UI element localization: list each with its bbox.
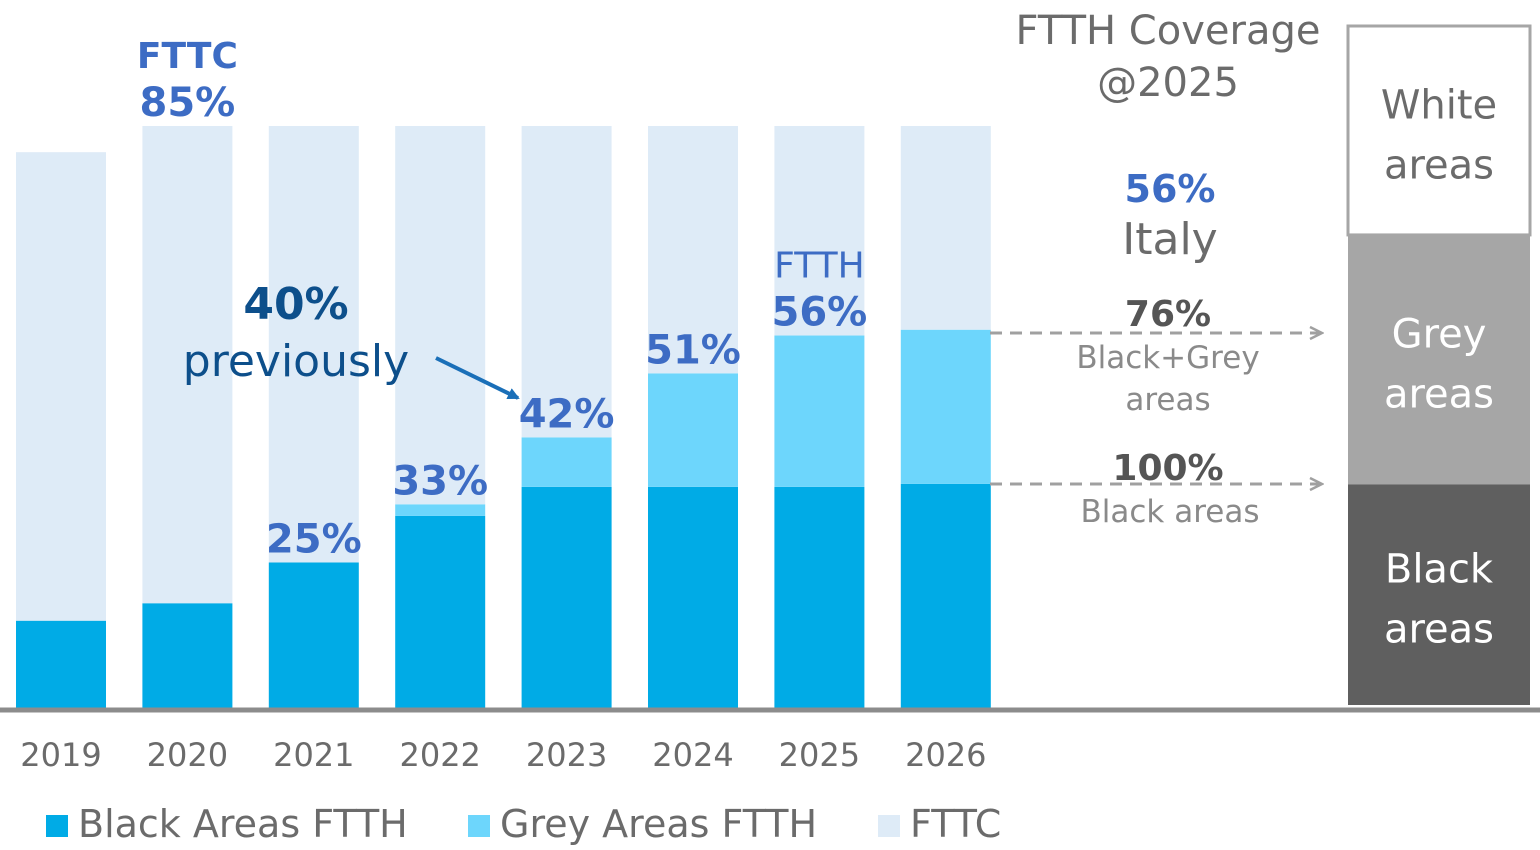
bar-label-title-2020: FTTC	[137, 36, 238, 77]
bar-2026-fttc	[900, 126, 991, 330]
black-coverage-value: 100%	[1112, 448, 1223, 489]
legend-label-0: Black Areas FTTH	[78, 802, 408, 846]
bar-2022-grey-areas-ftth	[395, 504, 486, 516]
bar-2024-fttc	[648, 126, 738, 374]
bar-2024-black-areas-ftth	[648, 486, 738, 708]
bar-2025-fttc	[774, 126, 865, 336]
italy-value: 56%	[1125, 167, 1216, 211]
area-block-black	[1348, 484, 1530, 705]
bar-2020-black-areas-ftth	[142, 603, 233, 708]
bar-label-2022: 33%	[392, 458, 488, 504]
bar-label-2025: 56%	[772, 290, 868, 336]
bar-2022-black-areas-ftth	[395, 515, 486, 708]
bar-label-2023: 42%	[519, 391, 615, 437]
bar-2023-fttc	[521, 126, 612, 438]
bar-2022-fttc	[395, 126, 486, 505]
legend: Black Areas FTTH Grey Areas FTTH FTTC	[46, 802, 1001, 846]
bar-2019-fttc	[16, 152, 106, 621]
x-tick-2022: 2022	[399, 736, 480, 774]
callout-text: previously	[183, 336, 409, 387]
bar-2026-grey-areas-ftth	[900, 329, 991, 484]
bar-label-2024: 51%	[645, 327, 741, 373]
bar-group	[16, 126, 991, 708]
coverage-title-line2: @2025	[1097, 60, 1239, 106]
bar-2020-fttc	[142, 126, 233, 604]
x-tick-labels: 2019 2020 2021 2022 2023 2024 2025 2026	[20, 736, 986, 774]
legend-swatch-2	[878, 815, 900, 837]
bar-2023-black-areas-ftth	[521, 486, 612, 708]
bar-2026-black-areas-ftth	[900, 483, 991, 708]
bar-2019-black-areas-ftth	[16, 620, 106, 708]
x-tick-2019: 2019	[20, 736, 101, 774]
bar-2021-fttc	[268, 126, 359, 563]
grey-coverage-label-line2: areas	[1125, 382, 1210, 418]
area-column: White areas Grey areas Black areas	[1346, 24, 1532, 705]
x-tick-2024: 2024	[652, 736, 733, 774]
legend-swatch-0	[46, 815, 68, 837]
bar-label-2021: 25%	[266, 517, 362, 563]
x-tick-2021: 2021	[273, 736, 354, 774]
callout-value: 40%	[243, 279, 348, 330]
grey-coverage-label-line1: Black+Grey	[1076, 340, 1259, 376]
bar-label-2020: 85%	[140, 80, 236, 126]
black-coverage-label: Black areas	[1080, 494, 1259, 530]
x-tick-2026: 2026	[905, 736, 986, 774]
area-label-white: White	[1381, 82, 1497, 128]
bar-2021-black-areas-ftth	[268, 562, 359, 708]
area-label-black-line2: areas	[1384, 607, 1494, 653]
coverage-title-line1: FTTH Coverage	[1016, 8, 1321, 54]
legend-swatch-1	[468, 815, 490, 837]
grey-coverage-value: 76%	[1125, 294, 1211, 335]
area-label-grey: Grey	[1392, 312, 1487, 358]
bar-2025-grey-areas-ftth	[774, 335, 865, 487]
legend-label-2: FTTC	[910, 802, 1001, 846]
bar-2024-grey-areas-ftth	[648, 373, 738, 487]
x-tick-2025: 2025	[779, 736, 860, 774]
area-label-black: Black	[1385, 547, 1494, 593]
area-block-grey	[1348, 234, 1530, 485]
italy-label: Italy	[1122, 214, 1217, 265]
callout-arrow	[435, 356, 520, 400]
bar-2025-black-areas-ftth	[774, 486, 865, 708]
bar-2023-grey-areas-ftth	[521, 437, 612, 487]
legend-label-1: Grey Areas FTTH	[500, 802, 817, 846]
area-label-grey-line2: areas	[1384, 372, 1494, 418]
area-block-white	[1346, 24, 1532, 237]
area-label-white-line2: areas	[1384, 142, 1494, 188]
bar-total-labels: 85%FTTC 25% 33% 42% 51% 56%FTTH	[137, 36, 867, 563]
bar-label-title-2025: FTTH	[774, 246, 865, 287]
x-tick-2023: 2023	[526, 736, 607, 774]
x-tick-2020: 2020	[147, 736, 228, 774]
